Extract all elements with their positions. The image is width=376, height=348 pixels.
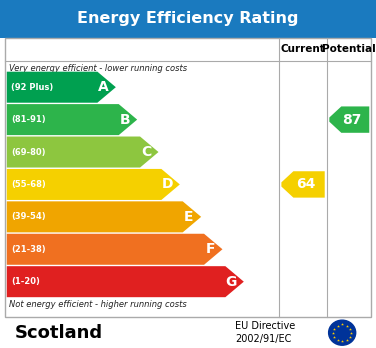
- Text: C: C: [141, 145, 151, 159]
- Text: EU Directive: EU Directive: [235, 322, 295, 331]
- Circle shape: [329, 320, 356, 345]
- Bar: [0, 0, 376, 38]
- Polygon shape: [7, 136, 159, 167]
- Text: E: E: [184, 210, 194, 224]
- Text: (55-68): (55-68): [11, 180, 46, 189]
- Text: Potential: Potential: [323, 45, 376, 54]
- Text: (21-38): (21-38): [11, 245, 46, 254]
- Text: D: D: [162, 177, 173, 191]
- Polygon shape: [7, 234, 223, 265]
- Text: 87: 87: [343, 113, 362, 127]
- Text: A: A: [98, 80, 109, 94]
- Text: G: G: [226, 275, 237, 289]
- Text: (69-80): (69-80): [11, 148, 46, 157]
- Text: 2002/91/EC: 2002/91/EC: [235, 334, 291, 344]
- Text: Current: Current: [280, 45, 326, 54]
- Text: (92 Plus): (92 Plus): [11, 83, 53, 92]
- Polygon shape: [7, 201, 201, 232]
- Text: Very energy efficient - lower running costs: Very energy efficient - lower running co…: [9, 64, 188, 73]
- Bar: [5, 38, 371, 317]
- Text: F: F: [205, 242, 215, 256]
- Text: (81-91): (81-91): [11, 115, 46, 124]
- Polygon shape: [7, 266, 244, 297]
- Polygon shape: [7, 169, 180, 200]
- Text: 64: 64: [297, 177, 316, 191]
- Polygon shape: [281, 171, 325, 198]
- Text: (39-54): (39-54): [11, 212, 46, 221]
- Text: Scotland: Scotland: [15, 324, 103, 342]
- Text: B: B: [120, 113, 130, 127]
- Polygon shape: [329, 106, 369, 133]
- Polygon shape: [7, 72, 116, 103]
- Polygon shape: [7, 104, 137, 135]
- Text: Energy Efficiency Rating: Energy Efficiency Rating: [77, 11, 299, 26]
- Text: Not energy efficient - higher running costs: Not energy efficient - higher running co…: [9, 300, 187, 309]
- Text: (1-20): (1-20): [11, 277, 40, 286]
